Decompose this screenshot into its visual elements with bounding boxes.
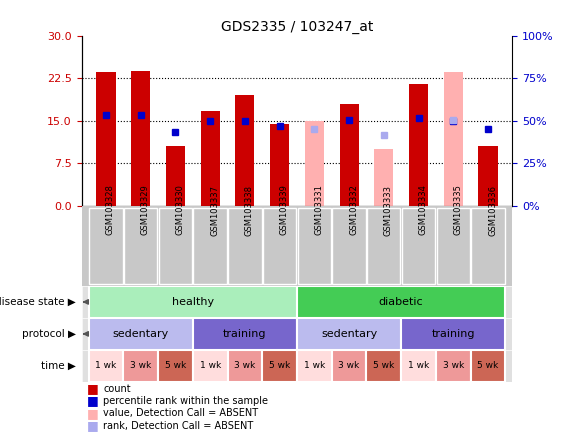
- Text: GSM103338: GSM103338: [245, 185, 254, 235]
- FancyBboxPatch shape: [263, 208, 296, 284]
- Text: sedentary: sedentary: [321, 329, 377, 339]
- Text: count: count: [103, 384, 131, 393]
- FancyBboxPatch shape: [298, 208, 331, 284]
- Text: training: training: [223, 329, 267, 339]
- FancyBboxPatch shape: [332, 350, 367, 382]
- Bar: [270, 123, 289, 206]
- Bar: [96, 72, 115, 206]
- Text: GSM103330: GSM103330: [176, 185, 185, 235]
- Text: 5 wk: 5 wk: [165, 361, 186, 370]
- Text: ■: ■: [87, 419, 99, 432]
- Bar: [166, 147, 185, 206]
- Text: disease state ▶: disease state ▶: [0, 297, 76, 307]
- Text: sedentary: sedentary: [113, 329, 169, 339]
- Text: percentile rank within the sample: percentile rank within the sample: [103, 396, 268, 406]
- Text: 1 wk: 1 wk: [408, 361, 429, 370]
- FancyBboxPatch shape: [193, 350, 227, 382]
- FancyBboxPatch shape: [123, 350, 158, 382]
- Text: GSM103329: GSM103329: [141, 185, 150, 235]
- Text: GSM103331: GSM103331: [314, 185, 323, 235]
- FancyBboxPatch shape: [193, 318, 297, 350]
- FancyBboxPatch shape: [262, 350, 297, 382]
- Text: 3 wk: 3 wk: [130, 361, 151, 370]
- FancyBboxPatch shape: [88, 318, 193, 350]
- FancyBboxPatch shape: [437, 208, 470, 284]
- Text: GSM103337: GSM103337: [210, 185, 219, 235]
- Text: 5 wk: 5 wk: [269, 361, 291, 370]
- Title: GDS2335 / 103247_at: GDS2335 / 103247_at: [221, 20, 373, 35]
- FancyBboxPatch shape: [297, 286, 506, 318]
- Bar: [235, 95, 254, 206]
- Text: healthy: healthy: [172, 297, 214, 307]
- Bar: [374, 149, 394, 206]
- Text: GSM103332: GSM103332: [349, 185, 358, 235]
- Bar: [479, 147, 498, 206]
- Bar: [131, 71, 150, 206]
- Text: diabetic: diabetic: [379, 297, 423, 307]
- Bar: [305, 121, 324, 206]
- Text: GSM103335: GSM103335: [453, 185, 462, 235]
- Text: 3 wk: 3 wk: [338, 361, 360, 370]
- Text: ■: ■: [87, 382, 99, 395]
- FancyBboxPatch shape: [367, 208, 400, 284]
- Text: GSM103339: GSM103339: [280, 185, 289, 235]
- Text: value, Detection Call = ABSENT: value, Detection Call = ABSENT: [103, 408, 258, 418]
- FancyBboxPatch shape: [471, 350, 506, 382]
- FancyBboxPatch shape: [124, 208, 157, 284]
- FancyBboxPatch shape: [297, 350, 332, 382]
- Text: GSM103334: GSM103334: [418, 185, 427, 235]
- Text: 1 wk: 1 wk: [303, 361, 325, 370]
- FancyBboxPatch shape: [401, 318, 506, 350]
- FancyBboxPatch shape: [297, 318, 401, 350]
- FancyBboxPatch shape: [88, 286, 297, 318]
- FancyBboxPatch shape: [88, 350, 123, 382]
- Text: 1 wk: 1 wk: [95, 361, 117, 370]
- Text: protocol ▶: protocol ▶: [22, 329, 76, 339]
- Text: GSM103333: GSM103333: [384, 185, 393, 235]
- FancyBboxPatch shape: [471, 208, 504, 284]
- FancyBboxPatch shape: [402, 208, 435, 284]
- Text: 3 wk: 3 wk: [234, 361, 256, 370]
- FancyBboxPatch shape: [367, 350, 401, 382]
- Text: rank, Detection Call = ABSENT: rank, Detection Call = ABSENT: [103, 421, 253, 431]
- FancyBboxPatch shape: [436, 350, 471, 382]
- Text: 3 wk: 3 wk: [443, 361, 464, 370]
- FancyBboxPatch shape: [194, 208, 227, 284]
- FancyBboxPatch shape: [90, 208, 123, 284]
- FancyBboxPatch shape: [227, 350, 262, 382]
- Bar: [200, 111, 220, 206]
- FancyBboxPatch shape: [228, 208, 262, 284]
- Text: training: training: [431, 329, 475, 339]
- Bar: [409, 84, 428, 206]
- Bar: [339, 104, 359, 206]
- Text: time ▶: time ▶: [41, 361, 76, 371]
- Text: GSM103336: GSM103336: [488, 185, 497, 235]
- Text: ■: ■: [87, 394, 99, 408]
- Bar: [444, 72, 463, 206]
- Text: 1 wk: 1 wk: [199, 361, 221, 370]
- FancyBboxPatch shape: [159, 208, 192, 284]
- FancyBboxPatch shape: [401, 350, 436, 382]
- FancyBboxPatch shape: [332, 208, 366, 284]
- FancyBboxPatch shape: [158, 350, 193, 382]
- Text: ■: ■: [87, 407, 99, 420]
- Text: 5 wk: 5 wk: [373, 361, 395, 370]
- Text: 5 wk: 5 wk: [477, 361, 499, 370]
- Text: GSM103328: GSM103328: [106, 185, 115, 235]
